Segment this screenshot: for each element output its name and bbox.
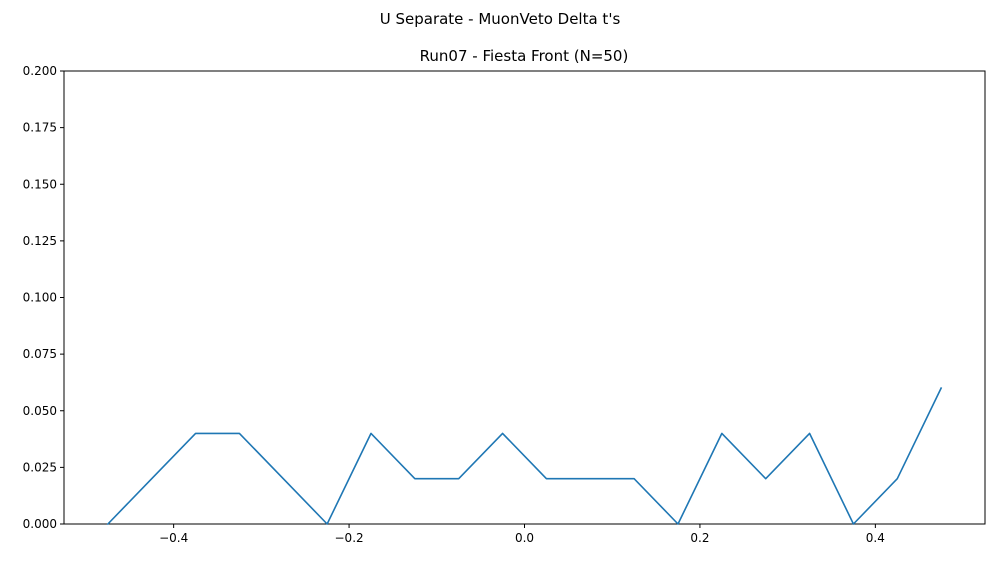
x-axis: −0.4 −0.2 0.0 0.2 0.4 [159, 524, 885, 545]
series-line [106, 387, 943, 526]
y-tick-label: 0.200 [23, 64, 57, 78]
y-tick-label: 0.050 [23, 404, 57, 418]
x-tick-label: 0.0 [515, 531, 534, 545]
y-tick-label: 0.175 [23, 121, 57, 135]
x-tick-label: 0.4 [866, 531, 885, 545]
y-axis: 0.000 0.025 0.050 0.075 0.100 0.125 0.150 0.175… [23, 64, 64, 531]
x-tick-label: −0.4 [159, 531, 188, 545]
axes-title: Run07 - Fiesta Front (N=50) [420, 47, 629, 65]
y-tick-label: 0.150 [23, 177, 57, 191]
figure-suptitle: U Separate - MuonVeto Delta t's [380, 10, 621, 28]
y-tick-label: 0.100 [23, 291, 57, 305]
series-layer [106, 387, 943, 526]
y-tick-label: 0.025 [23, 460, 57, 474]
y-tick-label: 0.000 [23, 517, 57, 531]
y-tick-label: 0.075 [23, 347, 57, 361]
plot-area: −0.4 −0.2 0.0 0.2 0.4 0.0000.0250.0500.0750.… [23, 64, 986, 545]
x-tick-label: −0.2 [335, 531, 364, 545]
y-tick-label: 0.125 [23, 234, 57, 248]
x-tick-label: 0.2 [690, 531, 709, 545]
